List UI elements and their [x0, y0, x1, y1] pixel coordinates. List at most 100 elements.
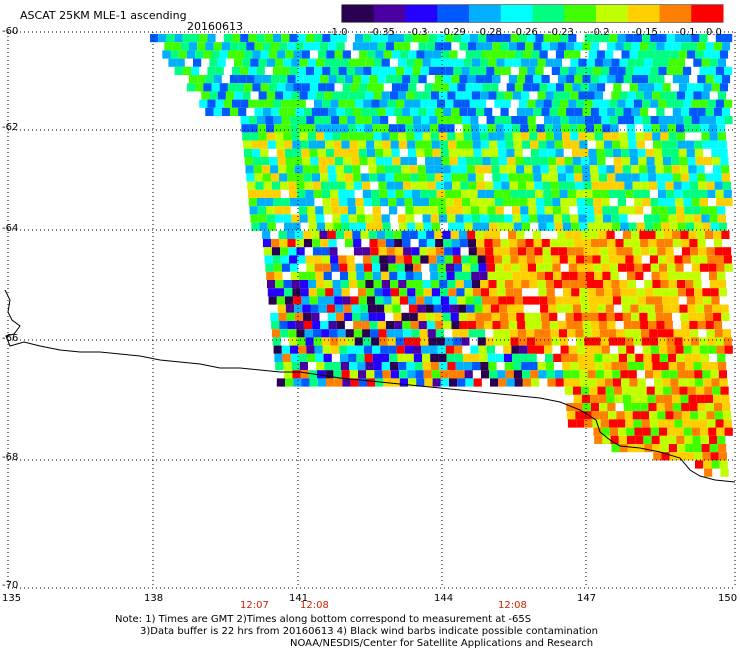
- data-cell: [714, 329, 723, 338]
- data-cell: [538, 288, 547, 297]
- data-cell: [418, 239, 427, 248]
- data-cell: [372, 271, 381, 280]
- data-cell: [537, 58, 546, 67]
- data-cell: [535, 66, 544, 75]
- data-cell: [519, 34, 528, 43]
- data-cell: [314, 34, 323, 43]
- data-cell: [637, 148, 646, 157]
- data-cell: [723, 419, 732, 428]
- data-cell: [345, 329, 354, 338]
- data-cell: [422, 280, 431, 289]
- data-cell: [270, 75, 280, 84]
- data-cell: [406, 58, 415, 67]
- data-cell: [705, 107, 714, 116]
- data-cell: [653, 140, 662, 149]
- data-cell: [659, 263, 668, 272]
- data-cell: [322, 345, 331, 354]
- data-cell: [277, 50, 286, 59]
- data-cell: [337, 329, 346, 338]
- data-cell: [610, 124, 619, 133]
- data-cell: [313, 337, 322, 346]
- data-cell: [544, 263, 553, 272]
- data-cell: [455, 58, 464, 67]
- data-cell: [367, 304, 377, 313]
- data-cell: [323, 271, 332, 280]
- data-cell: [312, 247, 322, 256]
- data-cell: [574, 403, 583, 412]
- data-cell: [563, 296, 572, 305]
- data-cell: [669, 222, 678, 231]
- data-cell: [539, 50, 548, 59]
- data-cell: [292, 370, 301, 379]
- data-cell: [718, 452, 727, 461]
- data-cell: [581, 386, 590, 395]
- data-cell: [338, 255, 347, 264]
- data-cell: [386, 181, 395, 190]
- data-cell: [496, 58, 505, 67]
- data-cell: [301, 83, 310, 92]
- data-cell: [536, 271, 545, 280]
- data-cell: [424, 83, 433, 92]
- data-cell: [683, 34, 692, 43]
- data-cell: [320, 321, 329, 330]
- data-cell: [689, 239, 698, 248]
- data-cell: [418, 173, 427, 182]
- data-cell: [279, 107, 288, 116]
- data-cell: [379, 337, 388, 346]
- data-cell: [289, 198, 298, 207]
- data-cell: [219, 50, 228, 59]
- data-cell: [352, 107, 362, 116]
- data-cell: [710, 288, 719, 297]
- data-cell: [404, 34, 413, 43]
- data-cell: [377, 173, 386, 182]
- data-cell: [547, 83, 556, 92]
- data-cell: [281, 34, 290, 43]
- data-cell: [399, 370, 408, 379]
- data-cell: [281, 345, 290, 354]
- data-cell: [463, 58, 472, 67]
- data-cell: [295, 107, 304, 116]
- data-cell: [470, 116, 479, 125]
- data-cell: [373, 91, 382, 100]
- data-cell: [417, 312, 427, 321]
- data-cell: [689, 173, 698, 182]
- data-cell: [458, 230, 468, 239]
- data-cell: [603, 280, 612, 289]
- data-cell: [471, 132, 480, 141]
- data-cell: [292, 140, 301, 149]
- data-cell: [346, 255, 355, 264]
- data-cell: [341, 140, 350, 149]
- data-cell: [380, 345, 389, 354]
- data-cell: [714, 181, 723, 190]
- data-cell: [689, 403, 698, 412]
- data-cell: [689, 107, 698, 116]
- data-cell: [695, 378, 704, 387]
- data-cell: [565, 230, 574, 239]
- data-cell: [603, 214, 612, 223]
- data-cell: [328, 321, 337, 330]
- data-cell: [709, 444, 718, 453]
- data-cell: [471, 124, 480, 133]
- data-cell: [619, 91, 628, 100]
- data-cell: [697, 239, 706, 248]
- data-cell: [268, 296, 277, 305]
- data-cell: [650, 34, 659, 43]
- data-cell: [628, 222, 637, 231]
- data-cell: [718, 288, 727, 297]
- data-cell: [367, 157, 376, 166]
- data-cell: [442, 165, 451, 174]
- data-cell: [521, 214, 530, 223]
- data-cell: [437, 198, 446, 207]
- data-cell: [640, 403, 649, 412]
- time-label-1: 12:07: [240, 600, 269, 611]
- data-cell: [308, 280, 317, 289]
- data-cell: [668, 58, 677, 67]
- data-cell: [448, 222, 457, 231]
- data-cell: [677, 280, 686, 289]
- data-cell: [542, 329, 551, 338]
- data-cell: [428, 66, 437, 75]
- data-cell: [666, 189, 675, 198]
- data-cell: [531, 83, 540, 92]
- data-cell: [672, 239, 682, 248]
- data-cell: [299, 362, 308, 371]
